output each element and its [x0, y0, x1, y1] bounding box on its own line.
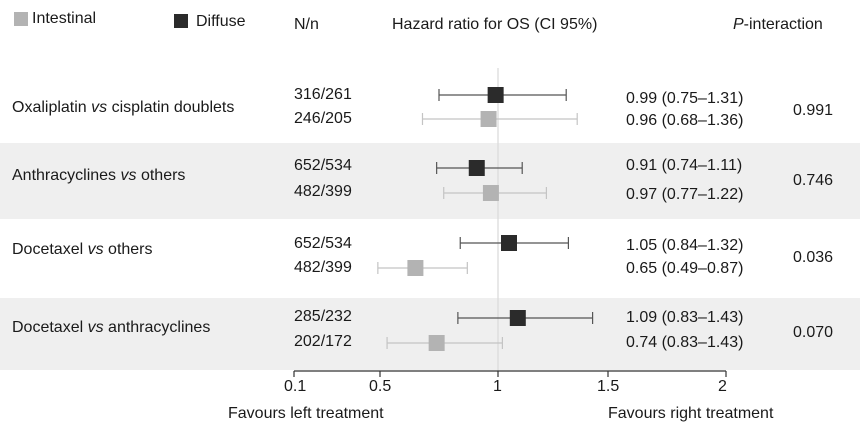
p-interaction-2: 0.746 — [793, 172, 834, 189]
n-3-diffuse: 652/534 — [294, 235, 352, 252]
estimate-3-intestinal-point — [407, 260, 424, 276]
header-n: N/n — [294, 16, 319, 33]
comparison-label-2-vs: vs — [120, 167, 137, 184]
estimate-3-diffuse-point — [501, 235, 517, 251]
comparison-label-4-post: anthracyclines — [103, 319, 211, 336]
n-1-diffuse: 316/261 — [294, 86, 352, 103]
header-hazard-ratio: Hazard ratio for OS (CI 95%) — [392, 16, 598, 33]
comparison-label-3-post: others — [103, 241, 153, 258]
hr-text-1-intestinal: 0.96 (0.68–1.36) — [626, 112, 744, 129]
hr-text-2-intestinal: 0.97 (0.77–1.22) — [626, 186, 744, 203]
n-3-intestinal: 482/399 — [294, 259, 352, 276]
favours-left-label: Favours left treatment — [228, 405, 384, 422]
estimate-2-diffuse-point — [468, 160, 485, 176]
n-2-intestinal: 482/399 — [294, 183, 352, 200]
hr-text-4-intestinal: 0.74 (0.83–1.43) — [626, 334, 744, 351]
comparison-label-3-pre: Docetaxel — [12, 241, 88, 258]
header-p-interaction: P-interaction — [733, 16, 823, 34]
x-tick-label-2: 1 — [493, 378, 502, 395]
comparison-label-1-post: cisplatin doublets — [107, 99, 235, 116]
n-2-diffuse: 652/534 — [294, 157, 352, 174]
legend-diffuse-swatch — [174, 14, 188, 28]
hr-text-1-diffuse: 0.99 (0.75–1.31) — [626, 90, 744, 107]
hr-text-3-diffuse: 1.05 (0.84–1.32) — [626, 237, 744, 254]
p-interaction-1: 0.991 — [793, 102, 834, 119]
estimate-1-intestinal-point — [480, 111, 497, 127]
legend-intestinal-label: Intestinal — [32, 10, 97, 27]
hr-text-4-diffuse: 1.09 (0.83–1.43) — [626, 309, 744, 326]
comparison-label-3: Docetaxel vs others — [12, 241, 153, 259]
comparison-label-2: Anthracyclines vs others — [12, 167, 185, 185]
comparison-label-4-vs: vs — [87, 319, 104, 336]
comparison-label-2-post: others — [136, 167, 186, 184]
comparison-label-4-pre: Docetaxel — [12, 319, 88, 336]
hr-text-2-diffuse: 0.91 (0.74–1.11) — [626, 157, 743, 174]
row-shading-2 — [0, 143, 860, 219]
p-interaction-3: 0.036 — [793, 249, 834, 266]
comparison-label-1: Oxaliplatin vs cisplatin doublets — [12, 99, 234, 117]
comparison-label-3-vs: vs — [87, 241, 104, 258]
x-tick-label-4: 2 — [718, 378, 727, 395]
n-4-diffuse: 285/232 — [294, 308, 352, 325]
legend-diffuse-label: Diffuse — [196, 13, 246, 30]
legend-intestinal-swatch — [14, 12, 28, 26]
x-tick-label-3: 1.5 — [597, 378, 620, 395]
n-4-intestinal: 202/172 — [294, 333, 352, 350]
estimate-1-diffuse-point — [487, 87, 504, 103]
header-p-rest: -interaction — [743, 16, 823, 33]
comparison-label-2-pre: Anthracyclines — [12, 167, 121, 184]
estimate-4-diffuse-point — [509, 310, 526, 326]
comparison-label-4: Docetaxel vs anthracyclines — [12, 319, 210, 337]
favours-right-label: Favours right treatment — [608, 405, 774, 422]
comparison-label-1-vs: vs — [91, 99, 108, 116]
p-interaction-4: 0.070 — [793, 324, 834, 341]
estimate-4-intestinal-point — [428, 335, 445, 351]
comparison-label-1-pre: Oxaliplatin — [12, 99, 92, 116]
row-shading-4 — [0, 298, 860, 370]
header-p-letter: P — [733, 16, 744, 33]
x-tick-label-0: 0.1 — [284, 378, 307, 395]
estimate-2-intestinal-point — [482, 185, 499, 201]
x-tick-label-1: 0.5 — [369, 378, 392, 395]
hr-text-3-intestinal: 0.65 (0.49–0.87) — [626, 260, 744, 277]
n-1-intestinal: 246/205 — [294, 110, 352, 127]
